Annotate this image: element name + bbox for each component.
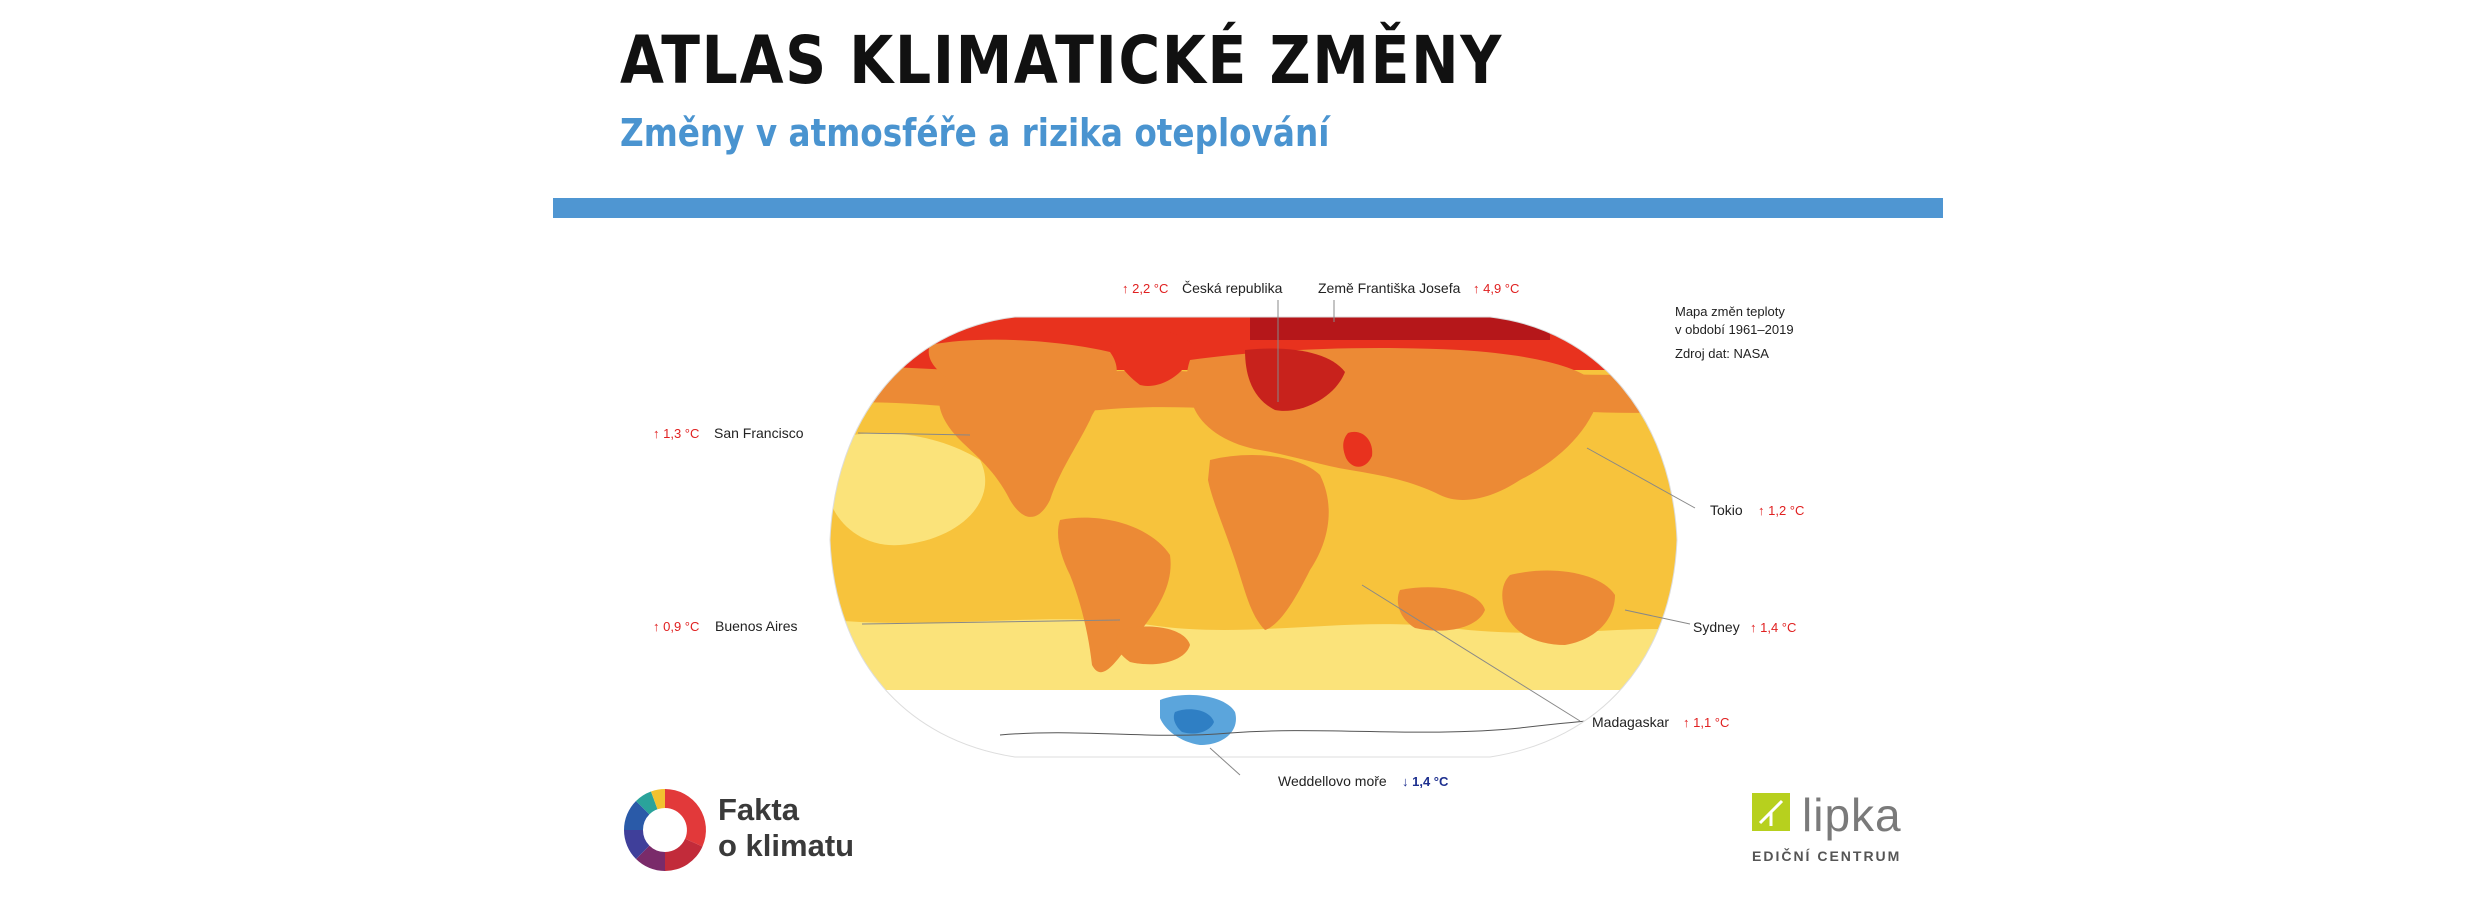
greenland — [1109, 328, 1195, 386]
map-outline — [829, 316, 1678, 758]
lipka-wordmark: lipka — [1802, 789, 1902, 841]
donut-logo-icon — [624, 789, 706, 871]
middle-east-hot-zone — [1343, 431, 1373, 467]
siberia-hot-zone — [1245, 348, 1345, 411]
page-subtitle: Změny v atmosféře a rizika oteplování — [620, 111, 1330, 155]
indian-ocean-warm-zone — [1397, 587, 1485, 631]
map-note-line1: Mapa změn teploty — [1675, 304, 1785, 319]
map-note-line2: v období 1961–2019 — [1675, 322, 1794, 337]
south-america — [1058, 517, 1171, 673]
header-divider — [553, 198, 1943, 218]
franz-josef-label: Země Františka Josefa — [1318, 280, 1461, 296]
buenos-aires-change: ↑ 0,9 °C — [653, 619, 699, 634]
leader-madagaskar — [1361, 584, 1581, 722]
leader-weddell — [1209, 747, 1241, 776]
arctic-extreme-zone — [1250, 317, 1550, 340]
pacific-mild-zone — [830, 432, 986, 546]
leader-lines — [857, 300, 1696, 776]
australia — [1502, 570, 1615, 645]
leader-tokio — [1586, 447, 1696, 509]
leader-san-francisco — [857, 432, 971, 436]
buenos-aires-label: Buenos Aires — [715, 618, 798, 634]
southern-light-zone — [830, 619, 1677, 690]
czech-label: Česká republika — [1182, 280, 1283, 296]
weddell-change: ↓ 1,4 °C — [1402, 774, 1449, 789]
world-map — [830, 317, 1677, 757]
san-francisco-label: San Francisco — [714, 425, 804, 441]
leader-buenos-aires — [861, 619, 1121, 625]
lipka-tagline: EDIČNÍ CENTRUM — [1752, 848, 1902, 864]
czech-change: ↑ 2,2 °C — [1122, 281, 1168, 296]
fakta-o-klimatu-wordmark: Fakta o klimatu — [718, 792, 854, 864]
antarctic-coastline — [999, 717, 1621, 736]
lipka-logo — [1752, 793, 1790, 831]
madagaskar-change: ↑ 1,1 °C — [1683, 715, 1729, 730]
sydney-label: Sydney — [1693, 619, 1740, 635]
fakta-o-klimatu-logo — [624, 789, 706, 871]
tokio-change: ↑ 1,2 °C — [1758, 503, 1804, 518]
madagaskar-label: Madagaskar — [1592, 714, 1669, 730]
africa — [1208, 455, 1329, 630]
tokio-label: Tokio — [1710, 502, 1743, 518]
fakta-line2: o klimatu — [718, 828, 855, 863]
franz-josef-change: ↑ 4,9 °C — [1473, 281, 1519, 296]
north-america — [928, 339, 1117, 517]
weddell-cooling-core — [1173, 709, 1214, 734]
antarctic-coast-zone — [830, 690, 1677, 757]
san-francisco-change: ↑ 1,3 °C — [653, 426, 699, 441]
fakta-line1: Fakta — [718, 792, 799, 827]
weddell-label: Weddellovo moře — [1278, 773, 1387, 789]
leader-sydney — [1624, 609, 1691, 625]
south-atlantic-warm-zone — [1116, 626, 1190, 665]
map-source: Zdroj dat: NASA — [1675, 346, 1769, 361]
sydney-change: ↑ 1,4 °C — [1750, 620, 1796, 635]
page-title: ATLAS KLIMATICKÉ ZMĚNY — [620, 22, 1504, 99]
